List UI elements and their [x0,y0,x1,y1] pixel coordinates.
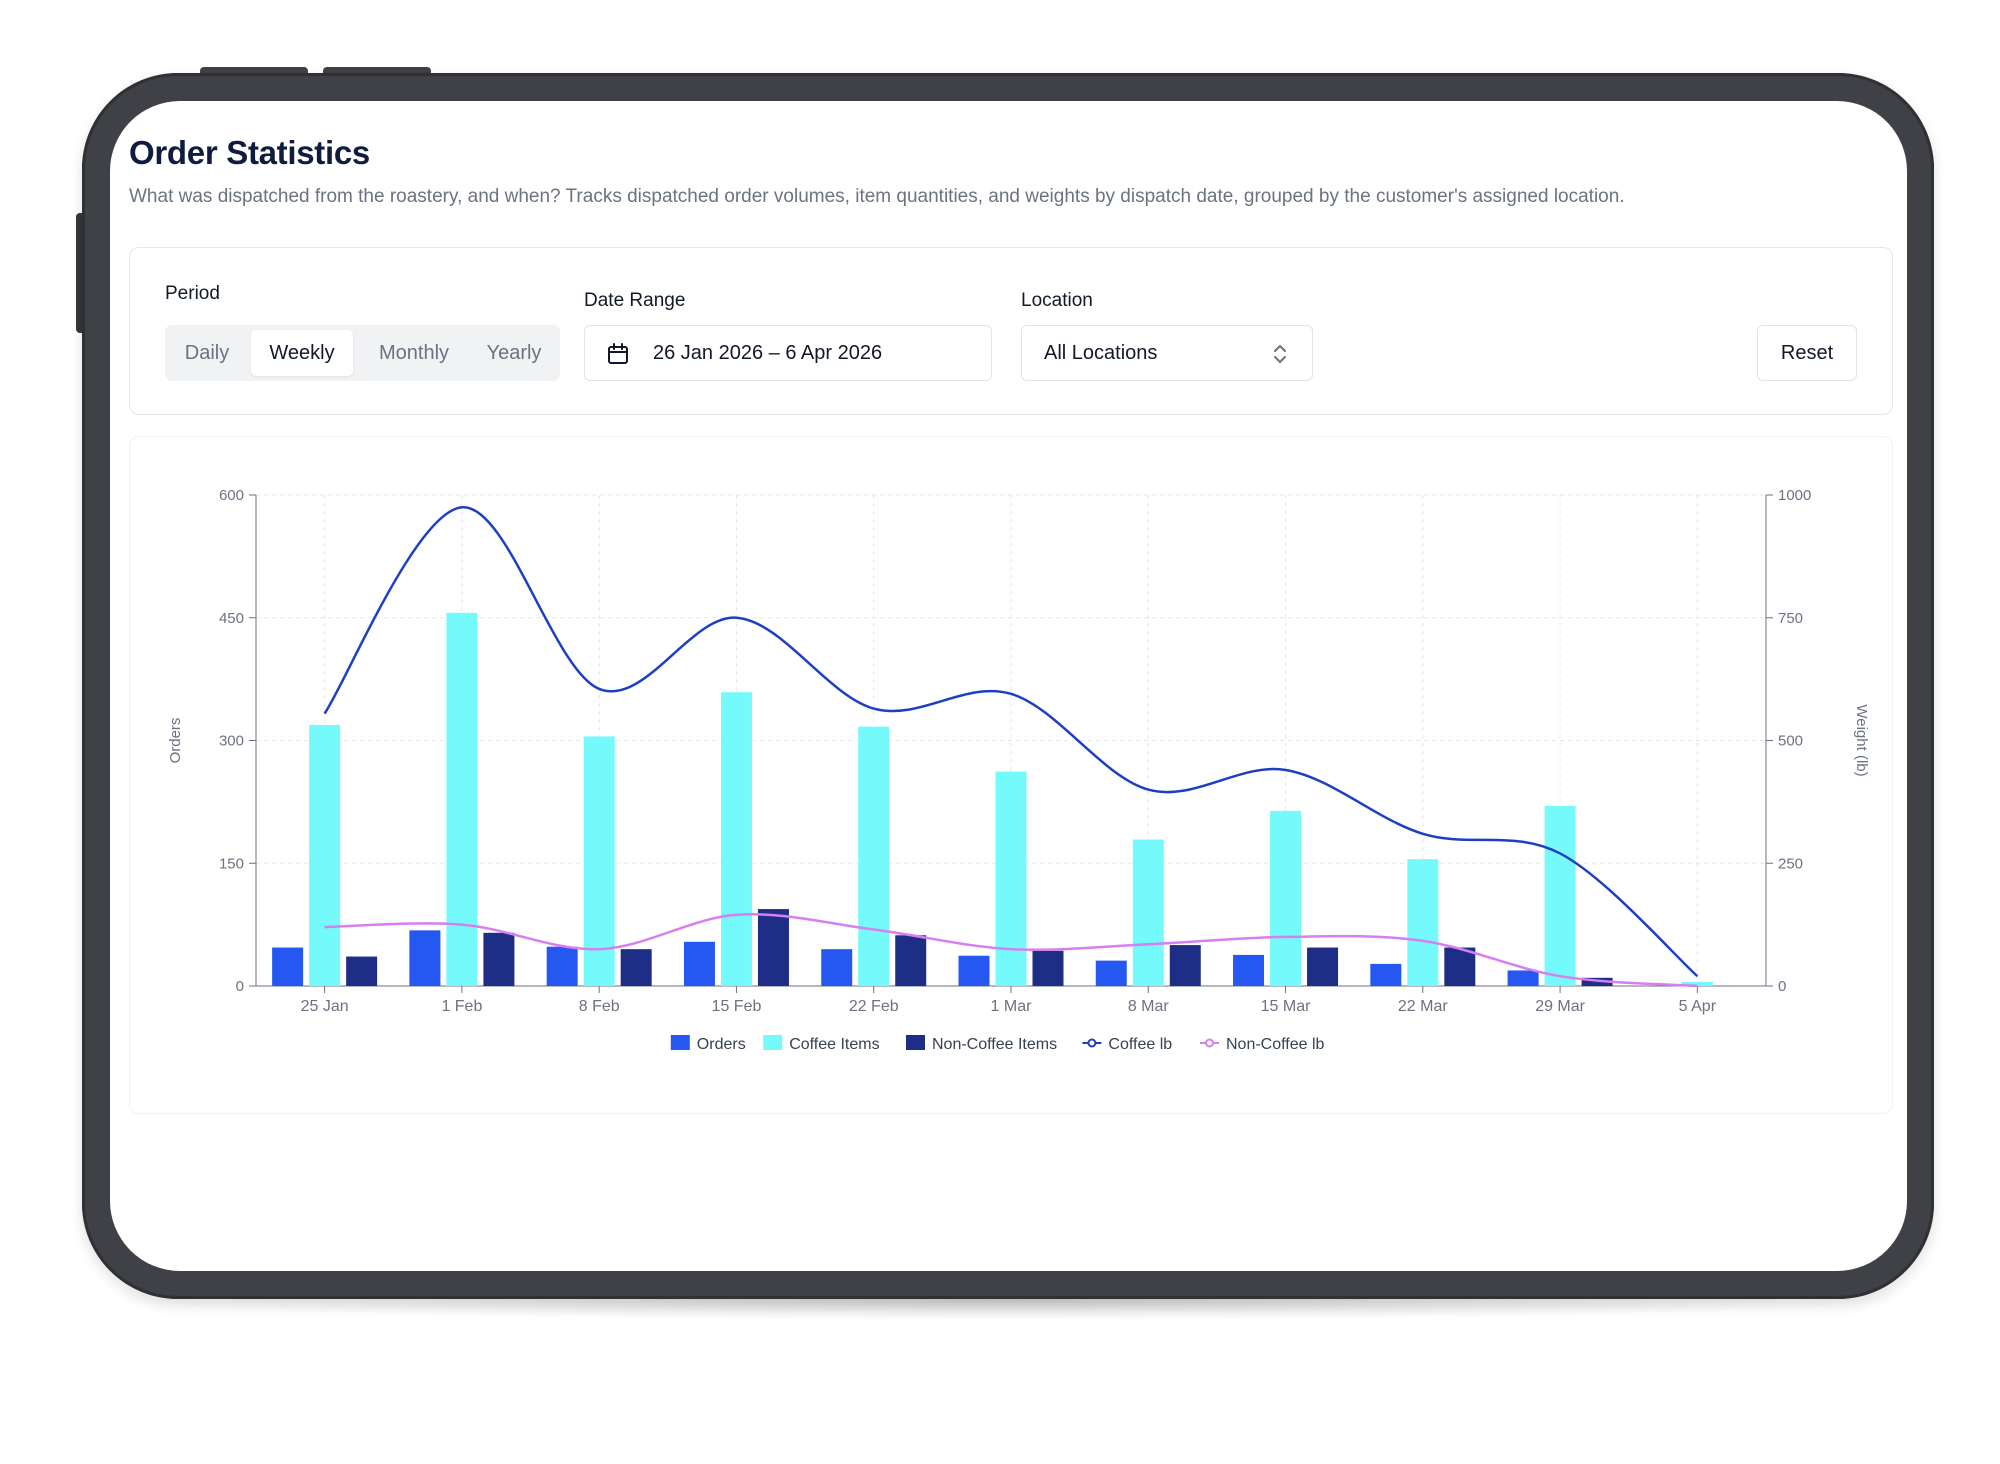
x-tick-label: 15 Feb [712,998,762,1015]
bar-coffee-items [446,612,478,986]
calendar-icon [608,343,628,364]
period-option-weekly[interactable]: Weekly [251,330,353,376]
period-option-monthly[interactable]: Monthly [378,342,450,364]
legend-swatch [906,1035,925,1050]
x-tick-label: 1 Mar [991,998,1033,1015]
x-tick-label: 8 Mar [1128,998,1170,1015]
bar-coffee-items [309,724,341,986]
line-coffee-lb [323,506,1699,978]
bar-orders [958,955,990,986]
legend-label: Orders [697,1036,746,1053]
legend-swatch [670,1035,690,1050]
x-tick-label: 1 Feb [441,998,482,1015]
chevron-up-down-icon [1274,345,1286,363]
bar-non-coffee-items [1169,945,1201,986]
y-left-axis-title: Orders [167,718,184,764]
date-range-value: 26 Jan 2026 – 6 Apr 2026 [653,342,883,364]
line-non-coffee-lb [324,913,1698,988]
bar-non-coffee-items [757,909,789,986]
bar-coffee-items [858,726,890,986]
x-tick-label: 22 Mar [1398,998,1448,1015]
device-button-top [323,67,431,77]
y-right-tick-label: 500 [1778,733,1803,750]
filter-panel: Period Daily Weekly Monthly Yearly Date … [129,247,1893,415]
x-tick-label: 29 Mar [1535,998,1585,1015]
legend-swatch [1087,1038,1097,1048]
y-right-tick-label: 250 [1778,855,1803,872]
bar-non-coffee-items [1032,950,1064,986]
legend-label: Coffee Items [789,1036,879,1053]
y-left-tick-label: 0 [236,978,244,995]
bar-orders [272,947,304,986]
bar-non-coffee-items [1307,947,1339,986]
page-description: What was dispatched from the roastery, a… [129,186,1625,207]
bar-orders [1095,960,1127,986]
bar-coffee-items [720,692,752,986]
bar-coffee-items [1544,805,1576,986]
bar-orders [1370,963,1402,986]
y-left-tick-label: 300 [219,733,244,750]
x-tick-label: 8 Feb [579,998,620,1015]
bar-coffee-items [995,771,1027,986]
period-option-daily[interactable]: Daily [184,342,230,364]
bar-non-coffee-items [346,956,378,986]
order-statistics-chart: 0 150 300 450 600 0 250 500 750 1000 25 Jan 1 Feb 8 … [167,487,1870,1053]
period-segmented-control: Daily Weekly Monthly Yearly [165,325,560,381]
x-tick-label: 5 Apr [1679,998,1717,1015]
period-option-yearly[interactable]: Yearly [486,342,542,364]
x-tick-label: 15 Mar [1261,998,1311,1015]
x-tick-label: 25 Jan [301,998,349,1015]
bar-orders [409,930,441,986]
legend-label: Non-Coffee Items [932,1036,1057,1053]
location-select[interactable]: All Locations [1021,325,1313,381]
page-title: Order Statistics [129,134,370,171]
device-button-side [76,213,86,333]
y-right-tick-label: 1000 [1778,487,1811,504]
x-tick-label: 22 Feb [849,998,899,1015]
device-button-top [200,67,308,77]
bar-orders [1507,970,1539,986]
bar-coffee-items [1132,839,1164,986]
bar-orders [1233,954,1265,986]
bar-non-coffee-items [1444,947,1476,986]
legend-swatch [763,1035,783,1050]
y-left-tick-label: 150 [219,855,244,872]
tablet-screen: Order Statistics What was dispatched fro… [110,101,1907,1271]
legend-label: Non-Coffee lb [1226,1036,1325,1053]
date-range-label: Date Range [584,290,686,311]
y-right-tick-label: 750 [1778,610,1803,627]
legend-swatch [1205,1038,1214,1048]
bar-coffee-items [1681,981,1713,986]
bar-non-coffee-items [1581,977,1613,986]
bar-coffee-items [1270,810,1302,986]
y-right-tick-label: 0 [1778,978,1786,995]
legend-label: Coffee lb [1108,1036,1172,1053]
bar-non-coffee-items [620,949,652,986]
reset-button[interactable]: Reset [1757,325,1857,381]
date-range-picker[interactable]: 26 Jan 2026 – 6 Apr 2026 [584,325,992,381]
location-label: Location [1021,290,1093,311]
bar-orders [546,946,578,986]
bar-coffee-items [1407,859,1439,986]
y-right-axis-title: Weight (lb) [1853,704,1870,776]
bar-coffee-items [583,736,615,986]
location-value: All Locations [1044,342,1158,364]
chart-card: 0 150 300 450 600 0 250 500 750 1000 25 Jan 1 Feb 8 … [129,436,1893,1114]
bar-non-coffee-items [895,935,927,986]
period-label: Period [165,283,220,304]
bar-orders [683,941,715,986]
bar-non-coffee-items [483,932,515,986]
y-left-tick-label: 600 [219,487,244,504]
bar-orders [821,949,853,986]
y-left-tick-label: 450 [219,610,244,627]
